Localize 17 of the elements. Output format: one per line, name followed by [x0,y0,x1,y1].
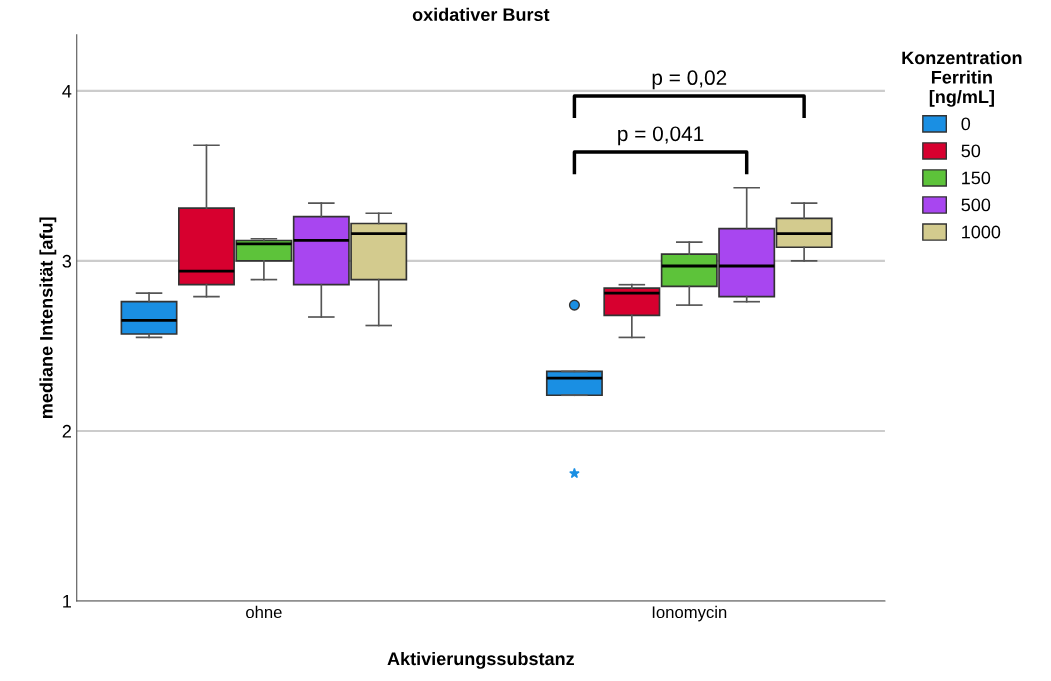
y-tick-label: 3 [62,254,72,268]
x-axis-title: Aktivierungssubstanz [387,651,574,669]
y-tick-label: 2 [62,424,71,438]
legend-label: 150 [962,171,991,185]
x-tick-label: ohne [246,605,282,619]
annotation: p = 0,041 [618,126,704,146]
y-tick-label: 4 [62,84,72,98]
legend-label: 0 [961,117,971,131]
y-tick-label: 1 [63,595,71,608]
x-tick-label: Ionomycin [652,605,727,622]
chart-title: oxidativer Burst [412,7,550,22]
legend-label: 500 [961,198,991,212]
legend-title: Konzentration Ferritin [ng/mL] [902,50,1022,107]
y-axis-title: mediane Intensität [afu] [39,217,57,418]
annotation: p = 0,02 [652,70,727,90]
legend-label: 50 [961,144,981,158]
legend-label: 1000 [962,225,1001,239]
